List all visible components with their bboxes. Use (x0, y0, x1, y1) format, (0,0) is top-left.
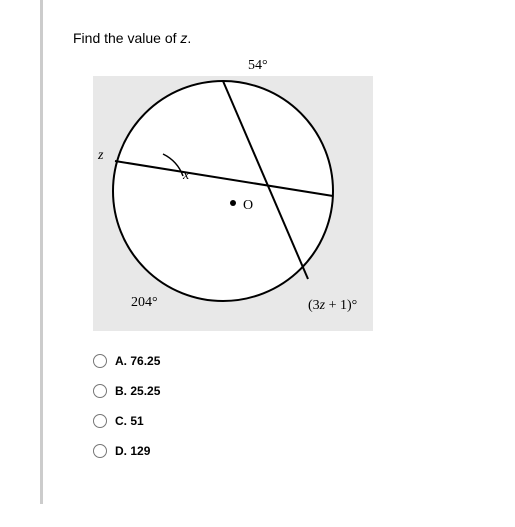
radio-b[interactable] (93, 384, 107, 398)
diagram-wrapper: 54° z x O 204° (3z + 1)° (83, 51, 515, 334)
label-a[interactable]: A. 76.25 (115, 354, 160, 368)
option-c: C. 51 (93, 414, 515, 428)
label-right-expr: (3z + 1)° (308, 298, 357, 313)
radio-a[interactable] (93, 354, 107, 368)
question-prefix: Find the value of (73, 30, 180, 46)
option-d: D. 129 (93, 444, 515, 458)
option-a: A. 76.25 (93, 354, 515, 368)
label-center: O (243, 198, 253, 213)
label-b[interactable]: B. 25.25 (115, 384, 160, 398)
label-d[interactable]: D. 129 (115, 444, 150, 458)
question-text: Find the value of z. (73, 30, 515, 46)
question-suffix: . (187, 30, 191, 46)
label-angle: x (182, 168, 190, 183)
label-bottom-left: 204° (131, 295, 158, 310)
geometry-diagram: 54° z x O 204° (3z + 1)° (83, 51, 383, 331)
radio-c[interactable] (93, 414, 107, 428)
answer-options: A. 76.25 B. 25.25 C. 51 D. 129 (93, 354, 515, 458)
option-b: B. 25.25 (93, 384, 515, 398)
label-c[interactable]: C. 51 (115, 414, 144, 428)
label-top-arc: 54° (248, 58, 268, 73)
label-left-point: z (97, 148, 104, 163)
question-container: Find the value of z. 54° z x O 204° (3z … (40, 0, 515, 504)
center-dot (230, 200, 236, 206)
radio-d[interactable] (93, 444, 107, 458)
